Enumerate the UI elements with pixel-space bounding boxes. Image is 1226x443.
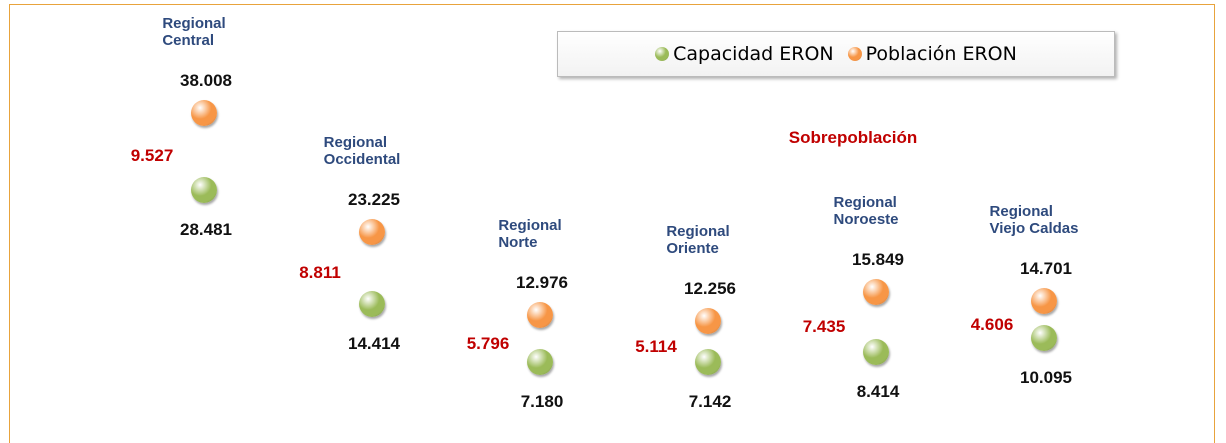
- data-label: 38.008: [180, 71, 232, 90]
- dot-marker: [527, 349, 553, 375]
- data-label: 5.114: [635, 336, 677, 356]
- dot-marker: [359, 219, 385, 246]
- data-label: 23.225: [348, 190, 400, 210]
- data-label: 7.142: [688, 392, 732, 412]
- legend: Capacidad ERON Población ERON: [557, 31, 1115, 77]
- data-label: 12.256: [684, 279, 736, 298]
- data-label: 7.180: [520, 392, 564, 411]
- data-label: 4.606: [970, 314, 1014, 334]
- dot-marker: [191, 176, 217, 203]
- dot-marker: [191, 100, 217, 126]
- dot-marker: [695, 308, 721, 334]
- category-label: Regional Occidental: [323, 134, 401, 169]
- data-label: 9.527: [130, 146, 174, 166]
- data-label: 8.414: [856, 382, 900, 402]
- frame: [9, 4, 1215, 443]
- legend-swatch: [847, 47, 862, 61]
- legend-swatch: [655, 47, 670, 61]
- data-label: 10.095: [1020, 368, 1072, 388]
- data-label: 8.811: [299, 262, 341, 282]
- dot-marker: [1031, 325, 1057, 352]
- dot-marker: [1031, 288, 1057, 315]
- legend-item: Capacidad ERON: [655, 43, 834, 65]
- dot-marker: [863, 278, 889, 305]
- dot-marker: [359, 290, 385, 317]
- data-label: 5.796: [466, 333, 510, 353]
- data-label: 14.701: [1020, 259, 1072, 279]
- legend-item: Población ERON: [847, 43, 1017, 65]
- category-label: Regional Viejo Caldas: [989, 203, 1079, 238]
- series-label: Sobrepoblación: [788, 128, 918, 147]
- category-label: Regional Central: [162, 15, 226, 49]
- data-label: 12.976: [516, 273, 568, 293]
- category-label: Regional Norte: [498, 217, 562, 252]
- category-label: Regional Noroeste: [833, 193, 899, 228]
- data-label: 7.435: [802, 317, 846, 336]
- dot-marker: [527, 302, 553, 329]
- legend-label: Capacidad ERON: [673, 43, 834, 65]
- dot-marker: [863, 339, 889, 366]
- category-label: Regional Oriente: [666, 223, 730, 257]
- legend-label: Población ERON: [865, 43, 1017, 65]
- data-label: 28.481: [180, 219, 232, 239]
- data-label: 14.414: [348, 333, 400, 353]
- dot-marker: [695, 349, 721, 376]
- data-label: 15.849: [852, 249, 904, 269]
